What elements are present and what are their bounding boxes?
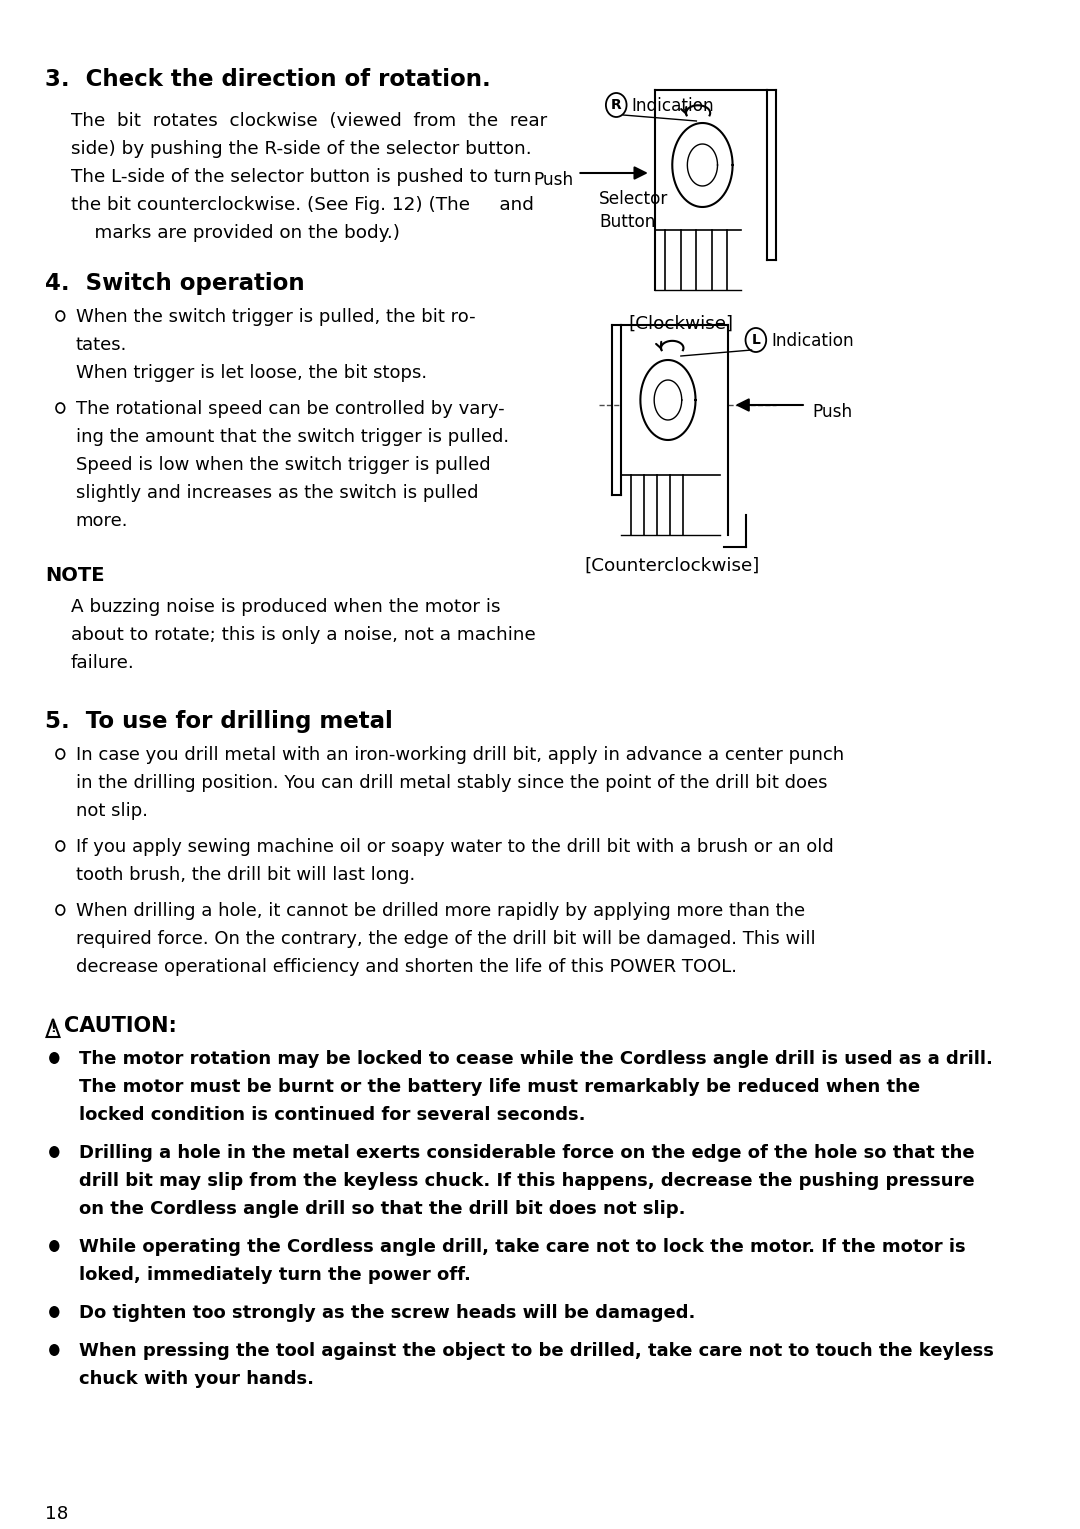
Text: A buzzing noise is produced when the motor is: A buzzing noise is produced when the mot… [70, 598, 500, 616]
Text: about to rotate; this is only a noise, not a machine: about to rotate; this is only a noise, n… [70, 625, 536, 644]
Text: NOTE: NOTE [44, 566, 105, 586]
Text: required force. On the contrary, the edge of the drill bit will be damaged. This: required force. On the contrary, the edg… [76, 930, 815, 948]
Text: tates.: tates. [76, 336, 127, 355]
Text: 5.  To use for drilling metal: 5. To use for drilling metal [44, 709, 392, 732]
Text: Indication: Indication [771, 332, 854, 350]
Circle shape [49, 1344, 59, 1356]
Text: Speed is low when the switch trigger is pulled: Speed is low when the switch trigger is … [76, 456, 490, 474]
Text: the bit counterclockwise. (See Fig. 12) (The     and: the bit counterclockwise. (See Fig. 12) … [70, 196, 534, 214]
Text: The rotational speed can be controlled by vary-: The rotational speed can be controlled b… [76, 401, 504, 417]
Text: 4.  Switch operation: 4. Switch operation [44, 272, 305, 295]
Text: in the drilling position. You can drill metal stably since the point of the dril: in the drilling position. You can drill … [76, 774, 827, 792]
Text: R: R [611, 98, 622, 112]
Text: Indication: Indication [632, 96, 714, 115]
Circle shape [49, 1147, 59, 1157]
Text: While operating the Cordless angle drill, take care not to lock the motor. If th: While operating the Cordless angle drill… [79, 1238, 966, 1255]
Text: Selector: Selector [599, 190, 669, 208]
Text: ing the amount that the switch trigger is pulled.: ing the amount that the switch trigger i… [76, 428, 509, 446]
Text: 3.  Check the direction of rotation.: 3. Check the direction of rotation. [44, 67, 490, 92]
Text: decrease operational efficiency and shorten the life of this POWER TOOL.: decrease operational efficiency and shor… [76, 959, 737, 976]
Text: on the Cordless angle drill so that the drill bit does not slip.: on the Cordless angle drill so that the … [79, 1200, 686, 1219]
Text: not slip.: not slip. [76, 803, 148, 820]
Text: If you apply sewing machine oil or soapy water to the drill bit with a brush or : If you apply sewing machine oil or soapy… [76, 838, 834, 856]
Text: L: L [752, 333, 760, 347]
Text: CAUTION:: CAUTION: [64, 1015, 177, 1037]
Text: 18: 18 [44, 1505, 68, 1523]
Text: Drilling a hole in the metal exerts considerable force on the edge of the hole s: Drilling a hole in the metal exerts cons… [79, 1144, 975, 1162]
Text: !: ! [50, 1023, 56, 1035]
Text: Do tighten too strongly as the screw heads will be damaged.: Do tighten too strongly as the screw hea… [79, 1304, 696, 1323]
Text: Push: Push [534, 171, 573, 190]
Text: In case you drill metal with an iron-working drill bit, apply in advance a cente: In case you drill metal with an iron-wor… [76, 746, 843, 764]
Text: The L-side of the selector button is pushed to turn: The L-side of the selector button is pus… [70, 168, 531, 187]
Text: Button: Button [599, 213, 656, 231]
Text: When drilling a hole, it cannot be drilled more rapidly by applying more than th: When drilling a hole, it cannot be drill… [76, 902, 805, 920]
Text: The motor rotation may be locked to cease while the Cordless angle drill is used: The motor rotation may be locked to ceas… [79, 1050, 994, 1067]
Text: chuck with your hands.: chuck with your hands. [79, 1370, 314, 1388]
Text: slightly and increases as the switch is pulled: slightly and increases as the switch is … [76, 485, 478, 502]
Text: loked, immediately turn the power off.: loked, immediately turn the power off. [79, 1266, 471, 1284]
Circle shape [49, 1240, 59, 1252]
Text: tooth brush, the drill bit will last long.: tooth brush, the drill bit will last lon… [76, 865, 415, 884]
Text: [Clockwise]: [Clockwise] [629, 315, 733, 333]
Text: When the switch trigger is pulled, the bit ro-: When the switch trigger is pulled, the b… [76, 307, 475, 326]
Text: The  bit  rotates  clockwise  (viewed  from  the  rear: The bit rotates clockwise (viewed from t… [70, 112, 546, 130]
Text: [Counterclockwise]: [Counterclockwise] [584, 557, 760, 575]
Text: marks are provided on the body.): marks are provided on the body.) [70, 225, 400, 242]
Text: failure.: failure. [70, 654, 134, 673]
Text: When trigger is let loose, the bit stops.: When trigger is let loose, the bit stops… [76, 364, 427, 382]
Circle shape [49, 1052, 59, 1064]
Text: side) by pushing the R-side of the selector button.: side) by pushing the R-side of the selec… [70, 141, 531, 157]
Circle shape [49, 1306, 59, 1318]
Text: more.: more. [76, 512, 129, 531]
Text: Push: Push [813, 404, 853, 420]
Text: The motor must be burnt or the battery life must remarkably be reduced when the: The motor must be burnt or the battery l… [79, 1078, 920, 1096]
Text: drill bit may slip from the keyless chuck. If this happens, decrease the pushing: drill bit may slip from the keyless chuc… [79, 1173, 975, 1190]
Text: locked condition is continued for several seconds.: locked condition is continued for severa… [79, 1105, 585, 1124]
Text: When pressing the tool against the object to be drilled, take care not to touch : When pressing the tool against the objec… [79, 1342, 995, 1359]
